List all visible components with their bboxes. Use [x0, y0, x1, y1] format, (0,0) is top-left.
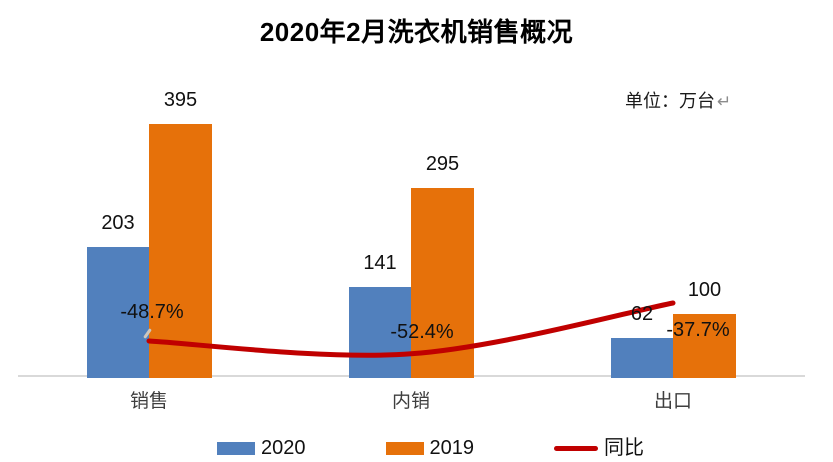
value-label-2019-1: 295	[425, 153, 460, 175]
legend-item-2019: 2019	[385, 437, 475, 459]
value-label-2019-0: 395	[163, 89, 198, 111]
legend: 2020 2019 同比	[14, 437, 833, 459]
legend-item-yoy: 同比	[554, 437, 644, 459]
x-axis-label-1: 内销	[391, 391, 430, 412]
legend-label-yoy: 同比	[604, 437, 644, 459]
legend-swatch-2019	[385, 441, 424, 455]
value-label-2019-2: 100	[687, 279, 722, 301]
x-axis-label-2: 出口	[653, 391, 692, 412]
legend-swatch-2020	[217, 441, 255, 455]
line-label-2: -37.7%	[666, 319, 730, 342]
return-mark-icon: ↵	[717, 92, 732, 111]
bar-2019-0	[149, 124, 212, 378]
unit-label: 单位：万台 ↵	[625, 87, 731, 113]
value-label-2020-1: 141	[363, 252, 397, 274]
line-label-0: -48.7%	[120, 301, 184, 324]
bar-2020-0	[87, 247, 149, 378]
unit-text: 单位：万台	[625, 91, 715, 111]
legend-label-2020: 2020	[261, 437, 306, 459]
x-axis-label-0: 销售	[129, 391, 168, 412]
legend-line-swatch	[554, 445, 598, 451]
chart-title: 2020年2月洗衣机销售概况	[259, 17, 574, 47]
legend-item-2020: 2020	[217, 437, 306, 459]
legend-label-2019: 2019	[429, 437, 475, 459]
bar-2019-2	[673, 314, 736, 378]
value-label-2020-0: 203	[101, 212, 135, 234]
line-label-1: -52.4%	[390, 320, 454, 343]
bar-2019-1	[411, 188, 474, 378]
bar-2020-2	[611, 338, 673, 378]
